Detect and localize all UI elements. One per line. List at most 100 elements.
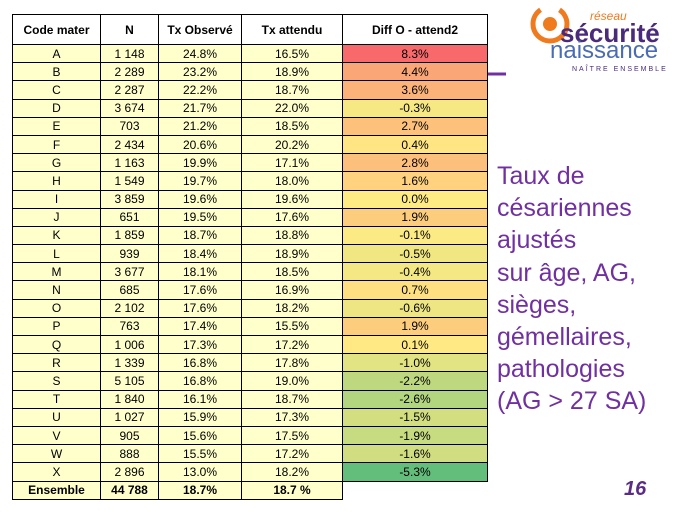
cell: 17.8% bbox=[241, 353, 343, 373]
cell: 18.4% bbox=[158, 244, 242, 264]
header-cell: N bbox=[100, 14, 159, 45]
cell: 2 434 bbox=[100, 134, 159, 155]
diff-cell: -1.6% bbox=[342, 444, 488, 464]
header-cell: Code mater bbox=[12, 14, 101, 45]
cell: 13.0% bbox=[158, 462, 242, 482]
cell: 23.2% bbox=[158, 62, 242, 82]
cell: 17.6% bbox=[241, 207, 343, 227]
diff-cell: 0.7% bbox=[342, 280, 488, 300]
cell: 905 bbox=[100, 425, 159, 446]
cell: 20.2% bbox=[241, 134, 343, 155]
total-cell: 44 788 bbox=[100, 480, 159, 500]
cell: 3 677 bbox=[100, 262, 159, 282]
cell: 22.0% bbox=[241, 98, 343, 118]
cell: 18.9% bbox=[241, 62, 343, 82]
logo-small: réseau bbox=[590, 9, 627, 23]
diff-cell: 8.3% bbox=[342, 43, 488, 64]
cell: V bbox=[12, 425, 101, 446]
diff-cell: 1.9% bbox=[342, 316, 488, 337]
cell: 18.8% bbox=[241, 225, 343, 246]
caption: Taux de césariennes ajustés sur âge, AG, siè… bbox=[497, 160, 646, 418]
cell: 17.3% bbox=[158, 334, 242, 355]
table-row: L 939 18.4% 18.9% -0.5% bbox=[12, 244, 488, 264]
cell: 17.2% bbox=[241, 444, 343, 464]
cell: 17.3% bbox=[241, 407, 343, 427]
cell: W bbox=[12, 444, 101, 464]
cell: 19.6% bbox=[241, 189, 343, 209]
cell: 16.1% bbox=[158, 389, 242, 409]
logo-tagline: NAÎTRE ENSEMBLE bbox=[572, 64, 668, 73]
diff-cell: -2.6% bbox=[342, 389, 488, 409]
cell: 17.6% bbox=[158, 298, 242, 318]
cell: 939 bbox=[100, 244, 159, 264]
cell: 15.9% bbox=[158, 407, 242, 427]
cell: 18.2% bbox=[241, 462, 343, 482]
cell: 1 549 bbox=[100, 171, 159, 191]
header-row: Code mater N Tx Observé Tx attendu Diff O - … bbox=[12, 14, 488, 45]
cell: 19.0% bbox=[241, 371, 343, 391]
cell: 1 027 bbox=[100, 407, 159, 427]
cell: 19.7% bbox=[158, 171, 242, 191]
cell: D bbox=[12, 98, 101, 118]
cell: 1 163 bbox=[100, 153, 159, 173]
cell: 16.8% bbox=[158, 353, 242, 373]
cell: 22.2% bbox=[158, 80, 242, 100]
diff-cell: -1.5% bbox=[342, 407, 488, 427]
cell: A bbox=[12, 43, 101, 64]
cell: P bbox=[12, 316, 101, 337]
total-cell: 18.7 % bbox=[241, 480, 343, 500]
cell: 18.7% bbox=[241, 80, 343, 100]
header-cell: Tx Observé bbox=[158, 14, 242, 45]
table-row: W 888 15.5% 17.2% -1.6% bbox=[12, 444, 488, 464]
cell: 15.6% bbox=[158, 425, 242, 446]
empty-cell bbox=[342, 481, 488, 500]
cell: 20.6% bbox=[158, 134, 242, 155]
diff-cell: 2.7% bbox=[342, 116, 488, 136]
diff-cell: 4.4% bbox=[342, 62, 488, 82]
diff-cell: 0.1% bbox=[342, 334, 488, 355]
cell: M bbox=[12, 262, 101, 282]
cell: 24.8% bbox=[158, 43, 242, 64]
cell: 1 859 bbox=[100, 225, 159, 246]
cell: 17.1% bbox=[241, 153, 343, 173]
diff-cell: 2.8% bbox=[342, 153, 488, 173]
cell: 3 859 bbox=[100, 189, 159, 209]
cell: 18.1% bbox=[158, 262, 242, 282]
cell: 19.5% bbox=[158, 207, 242, 227]
cell: 17.2% bbox=[241, 334, 343, 355]
table-row: V 905 15.6% 17.5% -1.9% bbox=[12, 425, 488, 446]
cell: 1 339 bbox=[100, 353, 159, 373]
cell: 2 102 bbox=[100, 298, 159, 318]
page-number: 16 bbox=[624, 478, 647, 500]
cell: 16.9% bbox=[241, 280, 343, 300]
total-row: Ensemble 44 788 18.7% 18.7 % bbox=[12, 480, 488, 500]
total-cell: 18.7% bbox=[158, 480, 242, 500]
cell: 685 bbox=[100, 280, 159, 300]
cell: 763 bbox=[100, 316, 159, 337]
diff-cell: 0.4% bbox=[342, 134, 488, 155]
table-row: J 651 19.5% 17.6% 1.9% bbox=[12, 207, 488, 227]
caption-line: césariennes bbox=[497, 194, 632, 223]
caption-line: ajustés bbox=[497, 226, 577, 255]
diff-cell: -5.3% bbox=[342, 462, 488, 482]
diff-cell: 1.6% bbox=[342, 171, 488, 191]
caption-line: sièges, bbox=[497, 290, 577, 319]
header-cell: Diff O - attend2 bbox=[342, 14, 488, 45]
cell: C bbox=[12, 80, 101, 100]
cell: T bbox=[12, 389, 101, 409]
header-cell: Tx attendu bbox=[241, 14, 343, 45]
cell: 15.5% bbox=[241, 316, 343, 337]
cell: 17.6% bbox=[158, 280, 242, 300]
